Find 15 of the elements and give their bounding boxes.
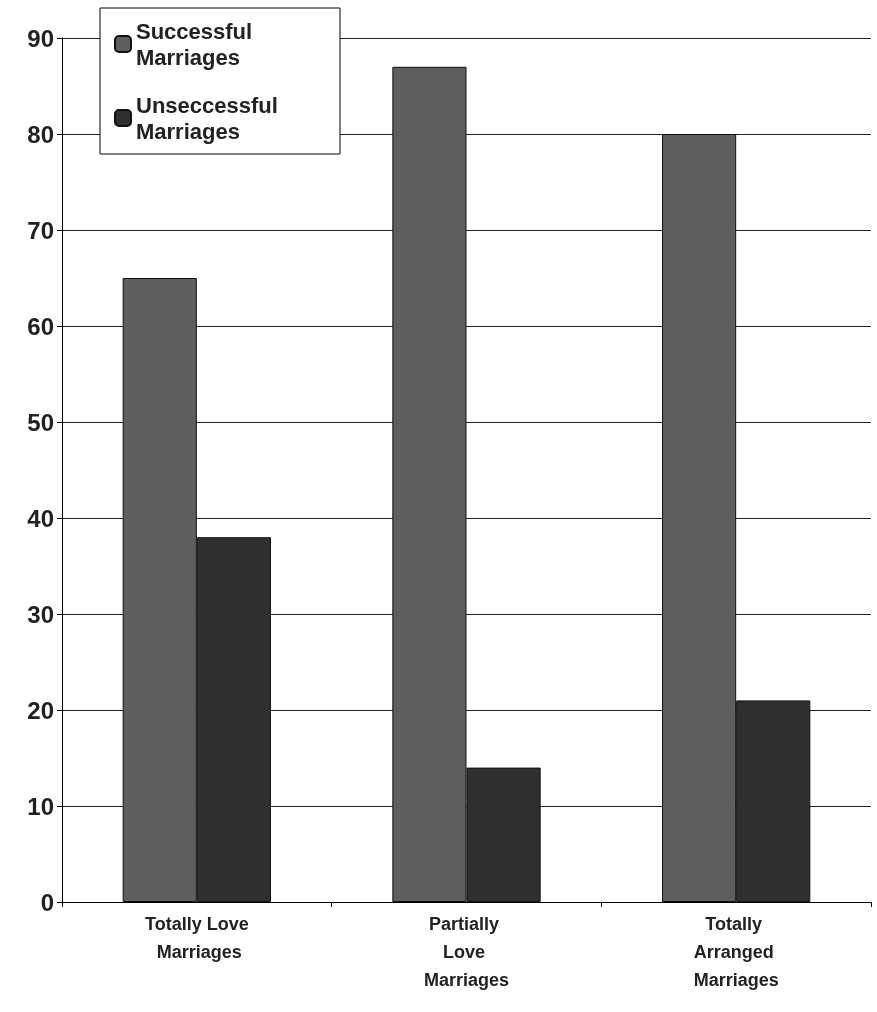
y-tick-label: 80	[27, 120, 54, 148]
y-tick-label: 0	[40, 888, 54, 916]
y-tick-label: 50	[27, 408, 54, 436]
x-tick-label: Totally Arranged Marriages	[693, 914, 779, 990]
legend-label: Unseccessful Marriages	[136, 92, 284, 144]
y-tick-label: 10	[27, 792, 54, 820]
y-tick-label: 20	[27, 696, 54, 724]
y-tick-label: 70	[27, 216, 54, 244]
legend-label: Successful Marriages	[136, 18, 259, 70]
y-tick-label: 60	[27, 312, 54, 340]
y-tick-label: 90	[27, 24, 54, 52]
x-tick-label: Partially Love Marriages	[423, 914, 510, 990]
x-tick-label: Totally Love Marriages	[144, 914, 249, 962]
y-tick-label: 40	[27, 504, 54, 532]
y-tick-label: 30	[27, 600, 54, 628]
